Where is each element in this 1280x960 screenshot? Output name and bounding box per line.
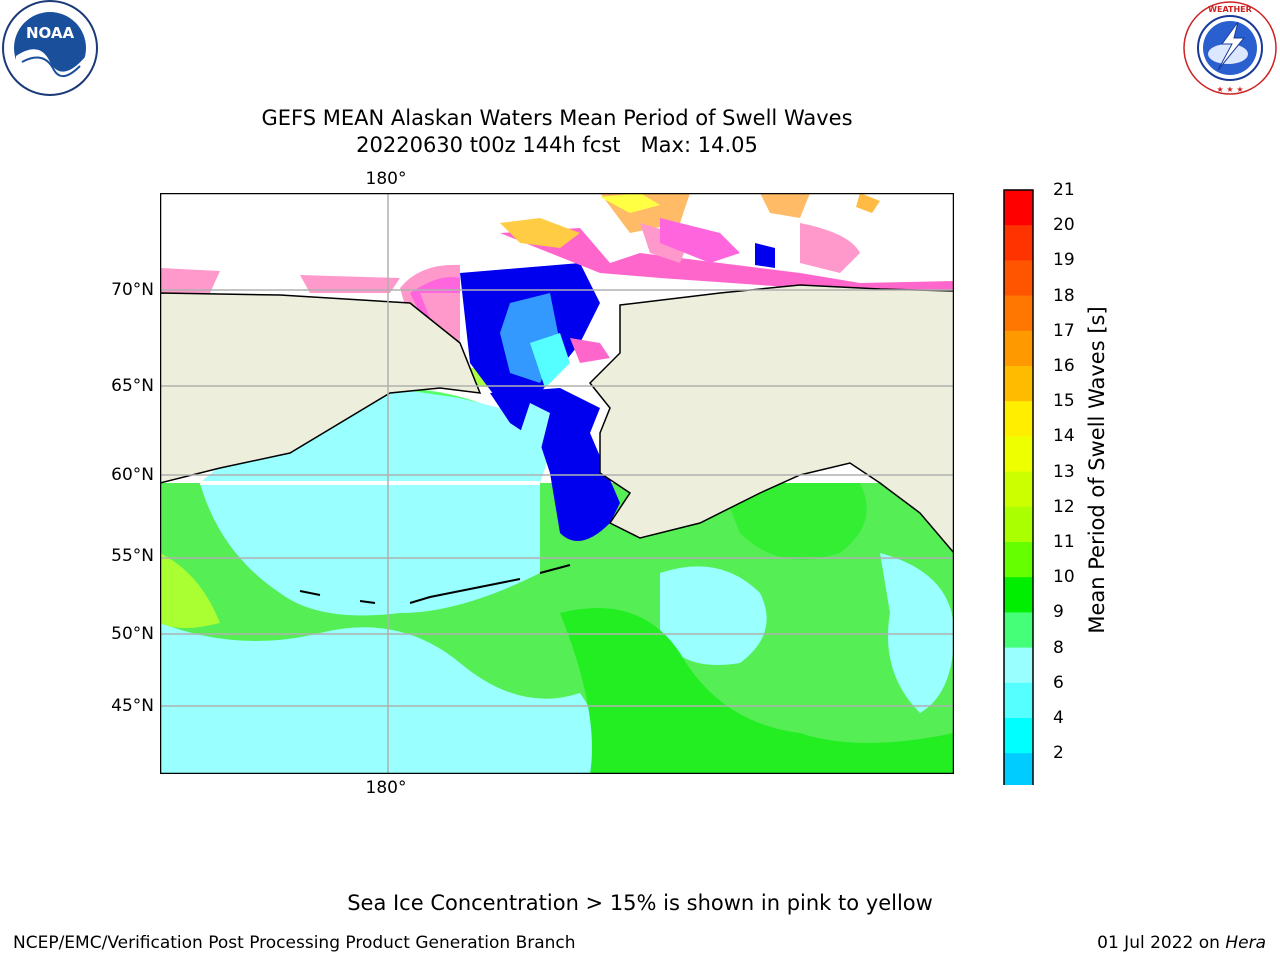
lat-label-65: 65°N <box>111 376 154 396</box>
colorbar-segment <box>1004 753 1033 789</box>
colorbar-tick-label: 21 <box>1053 180 1075 200</box>
lat-label-45: 45°N <box>111 696 154 716</box>
svg-text:★ ★ ★: ★ ★ ★ <box>1216 85 1243 94</box>
colorbar-tick-label: 11 <box>1053 532 1075 552</box>
colorbar-segment <box>1004 577 1033 613</box>
aleutian-islands <box>299 564 571 604</box>
colorbar-tick-label: 20 <box>1053 215 1075 236</box>
colorbar-segment <box>1004 330 1033 367</box>
colorbar-segment <box>1004 366 1033 402</box>
colorbar-segment <box>1004 542 1033 578</box>
map-title: GEFS MEAN Alaskan Waters Mean Period of … <box>261 106 853 130</box>
colorbar-tick-label: 4 <box>1053 708 1064 728</box>
colorbar-segment <box>1004 295 1033 332</box>
land-siberia <box>160 292 482 484</box>
colorbar-tick-label: 12 <box>1053 496 1075 517</box>
lat-label-70: 70°N <box>111 280 154 300</box>
colorbar-segment <box>1004 401 1033 437</box>
colorbar-segment <box>1004 612 1033 649</box>
lon-label-top: 180° <box>365 169 407 189</box>
colorbar-tick-label: 10 <box>1053 567 1075 588</box>
footer-credit: NCEP/EMC/Verification Post Processing Pr… <box>13 933 576 953</box>
colorbar-segment <box>1004 506 1033 543</box>
colorbar-segment <box>1004 471 1033 508</box>
svg-text:WEATHER: WEATHER <box>1208 5 1252 14</box>
colorbar-label: Mean Period of Swell Waves [s] <box>1085 306 1109 634</box>
footer-date-text: 01 Jul 2022 on <box>1097 933 1226 953</box>
colorbar-segment <box>1004 682 1033 719</box>
nws-logo: WEATHER ★ ★ ★ <box>1178 0 1280 100</box>
map-panel <box>159 192 955 775</box>
footer-date: 01 Jul 2022 on Hera <box>1097 933 1266 953</box>
colorbar-segment <box>1004 647 1033 684</box>
colorbar-segment <box>1004 718 1033 754</box>
lat-label-60: 60°N <box>111 465 154 485</box>
map-subtitle: 20220630 t00z 144h fcst Max: 14.05 <box>356 133 758 157</box>
colorbar-tick-label: 9 <box>1053 602 1064 623</box>
colorbar-tick-label: 6 <box>1053 672 1064 693</box>
footer-host: Hera <box>1225 933 1266 953</box>
sea-ice-note: Sea Ice Concentration > 15% is shown in … <box>347 891 933 915</box>
colorbar-segment <box>1004 190 1033 226</box>
colorbar-tick-label: 15 <box>1053 391 1075 412</box>
noaa-logo: NOAA <box>0 0 104 100</box>
colorbar <box>1000 185 1040 819</box>
colorbar-tick-label: 16 <box>1053 356 1075 376</box>
colorbar-tick-label: 17 <box>1053 320 1075 341</box>
svg-text:NOAA: NOAA <box>26 24 75 42</box>
lat-label-50: 50°N <box>111 624 154 644</box>
colorbar-segment <box>1004 436 1033 473</box>
map-gridlines <box>160 193 954 774</box>
lat-label-55: 55°N <box>111 546 154 566</box>
colorbar-tick-label: 18 <box>1053 285 1075 306</box>
lon-label-bottom: 180° <box>365 778 407 798</box>
colorbar-segment <box>1004 225 1033 261</box>
colorbar-tick-label: 19 <box>1053 250 1075 271</box>
colorbar-tick-label: 8 <box>1053 637 1064 658</box>
colorbar-tick-label: 14 <box>1053 426 1075 447</box>
colorbar-tick-label: 2 <box>1053 743 1064 764</box>
colorbar-tick-label: 13 <box>1053 461 1075 482</box>
colorbar-segment <box>1004 260 1033 297</box>
